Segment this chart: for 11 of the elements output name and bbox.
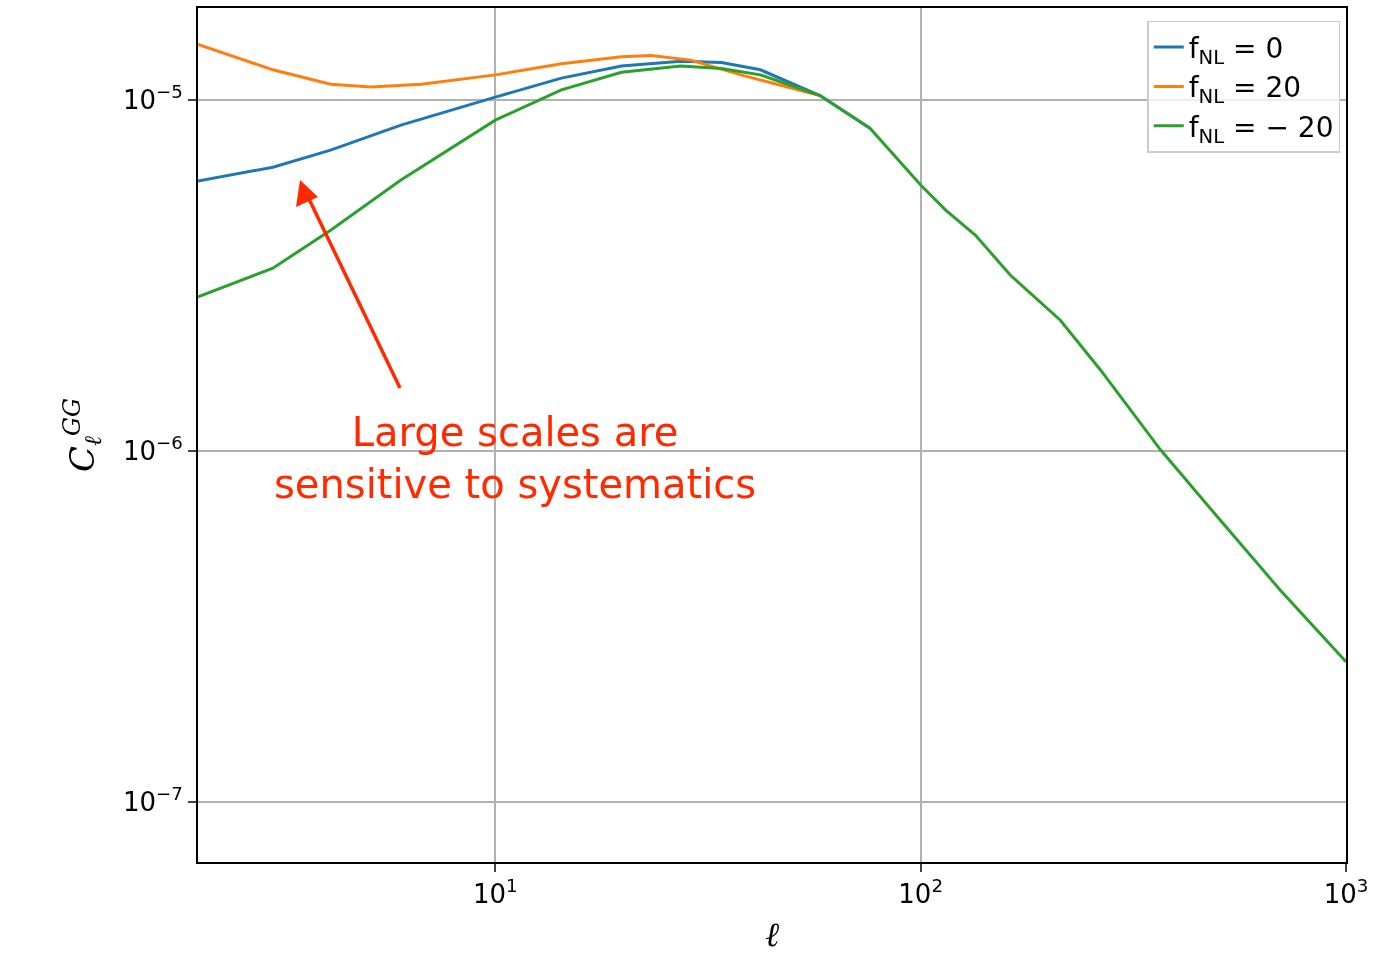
y-tick-label: 10$^{−7}$ <box>122 783 183 818</box>
x-tick-label: 10$^{1}$ <box>472 875 518 910</box>
legend-label: f$_{NL}$ = 0 <box>1188 31 1284 69</box>
x-axis-title: ℓ <box>764 914 780 954</box>
y-tick-label: 10$^{−6}$ <box>122 432 183 467</box>
legend-label: f$_{NL}$ = − 20 <box>1188 110 1334 148</box>
y-tick-label: 10$^{−5}$ <box>122 81 183 116</box>
annotation: Large scales are sensitive to systematics <box>274 409 757 507</box>
x-tick-label: 10$^{2}$ <box>898 875 943 910</box>
x-tick-label: 10$^{3}$ <box>1323 875 1369 910</box>
legend-label: f$_{NL}$ = 20 <box>1188 71 1302 109</box>
